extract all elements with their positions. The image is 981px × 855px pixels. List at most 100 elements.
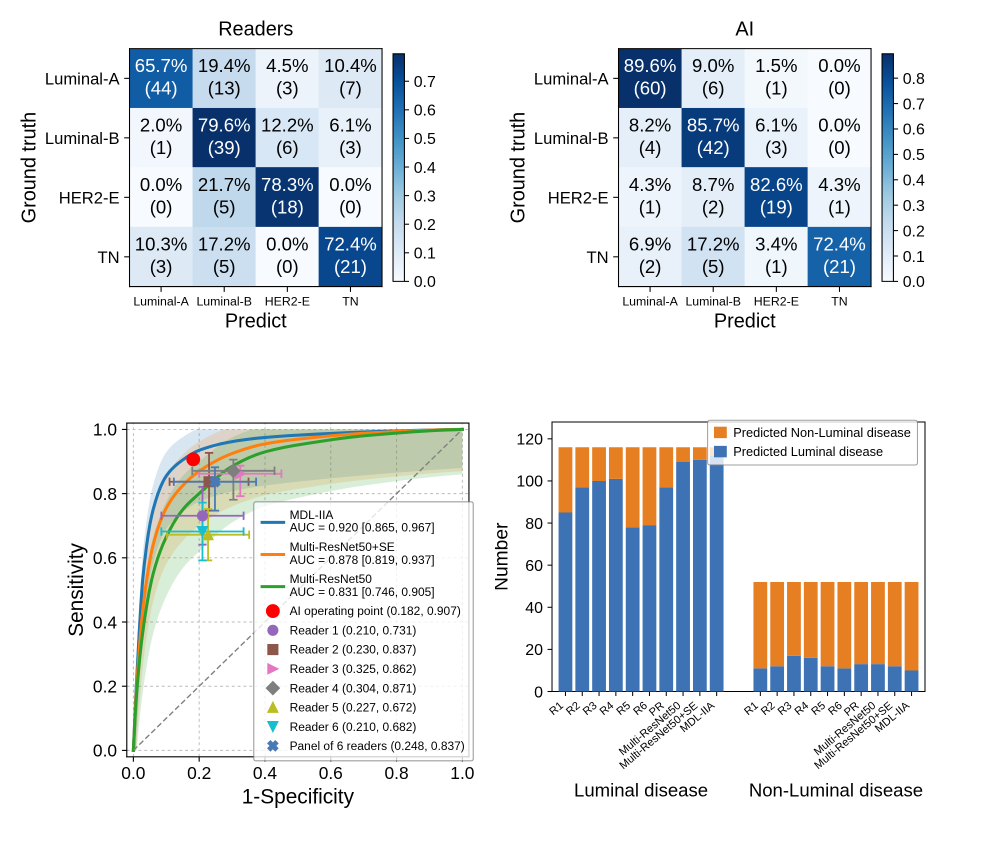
svg-text:(6): (6): [276, 137, 299, 158]
svg-text:(39): (39): [208, 137, 241, 158]
svg-text:0.0: 0.0: [903, 274, 925, 291]
svg-text:85.7%: 85.7%: [687, 114, 740, 135]
svg-text:(13): (13): [208, 78, 241, 99]
svg-text:0.3: 0.3: [414, 188, 436, 205]
svg-text:(0): (0): [150, 196, 173, 217]
svg-text:Predict: Predict: [225, 311, 287, 333]
svg-text:100: 100: [516, 474, 543, 491]
svg-text:2.0%: 2.0%: [140, 114, 182, 135]
svg-text:Predicted Non-Luminal disease: Predicted Non-Luminal disease: [733, 425, 911, 440]
svg-text:AUC = 0.920 [0.865, 0.967]: AUC = 0.920 [0.865, 0.967]: [290, 521, 435, 535]
svg-text:HER2-E: HER2-E: [59, 188, 120, 207]
svg-text:0.0: 0.0: [121, 763, 145, 783]
svg-text:0.2: 0.2: [903, 223, 925, 240]
svg-text:78.3%: 78.3%: [261, 174, 314, 195]
svg-text:79.6%: 79.6%: [198, 114, 251, 135]
svg-text:0.8: 0.8: [903, 71, 925, 88]
svg-text:(2): (2): [702, 196, 725, 217]
svg-text:Reader 4 (0.304, 0.871): Reader 4 (0.304, 0.871): [290, 681, 417, 695]
svg-text:0.2: 0.2: [414, 217, 436, 234]
svg-text:Readers: Readers: [218, 18, 293, 40]
svg-text:Reader 2 (0.230, 0.837): Reader 2 (0.230, 0.837): [290, 643, 417, 657]
svg-text:80: 80: [525, 516, 543, 533]
svg-text:0.0%: 0.0%: [329, 174, 371, 195]
svg-text:Luminal-A: Luminal-A: [45, 69, 121, 88]
svg-text:(21): (21): [823, 256, 856, 277]
svg-text:(1): (1): [828, 196, 851, 217]
svg-text:(6): (6): [702, 78, 725, 99]
svg-text:HER2-E: HER2-E: [265, 294, 310, 308]
svg-text:TN: TN: [342, 294, 358, 308]
svg-text:8.7%: 8.7%: [692, 174, 734, 195]
svg-text:0.2: 0.2: [187, 763, 211, 783]
svg-text:40: 40: [525, 600, 543, 617]
svg-text:6.1%: 6.1%: [755, 114, 797, 135]
svg-text:0.6: 0.6: [319, 763, 343, 783]
svg-text:0.6: 0.6: [903, 122, 925, 139]
svg-text:Predicted Luminal disease: Predicted Luminal disease: [733, 444, 883, 459]
svg-text:Number: Number: [495, 522, 512, 591]
svg-text:(44): (44): [145, 78, 178, 99]
svg-text:0.5: 0.5: [414, 131, 436, 148]
svg-text:1.0: 1.0: [93, 420, 117, 440]
svg-text:(7): (7): [339, 78, 362, 99]
svg-text:(4): (4): [639, 137, 662, 158]
svg-text:HER2-E: HER2-E: [754, 294, 799, 308]
svg-text:(42): (42): [697, 137, 730, 158]
svg-text:9.0%: 9.0%: [692, 55, 734, 76]
svg-text:(5): (5): [702, 256, 725, 277]
svg-text:8.2%: 8.2%: [629, 114, 671, 135]
svg-text:Reader 6 (0.210, 0.682): Reader 6 (0.210, 0.682): [290, 720, 417, 734]
svg-text:(1): (1): [765, 256, 788, 277]
svg-text:1.0: 1.0: [450, 763, 474, 783]
svg-text:0.4: 0.4: [903, 173, 925, 190]
svg-text:0.4: 0.4: [93, 612, 117, 632]
svg-text:1.5%: 1.5%: [755, 55, 797, 76]
svg-text:6.9%: 6.9%: [629, 233, 671, 254]
svg-text:0.7: 0.7: [903, 96, 925, 113]
svg-text:Predict: Predict: [714, 311, 776, 333]
svg-text:(21): (21): [334, 256, 367, 277]
svg-text:Reader 3 (0.325, 0.862): Reader 3 (0.325, 0.862): [290, 662, 417, 676]
svg-text:HER2-E: HER2-E: [548, 188, 609, 207]
svg-text:0.6: 0.6: [93, 548, 117, 568]
svg-text:21.7%: 21.7%: [198, 174, 251, 195]
svg-text:0.0%: 0.0%: [818, 55, 860, 76]
svg-text:6.1%: 6.1%: [329, 114, 371, 135]
svg-text:65.7%: 65.7%: [135, 55, 188, 76]
svg-text:0.0%: 0.0%: [266, 233, 308, 254]
svg-text:82.6%: 82.6%: [750, 174, 803, 195]
svg-text:Reader 5 (0.227, 0.672): Reader 5 (0.227, 0.672): [290, 701, 417, 715]
svg-text:Luminal-B: Luminal-B: [685, 294, 741, 308]
svg-text:(19): (19): [760, 196, 793, 217]
svg-text:0.4: 0.4: [253, 763, 277, 783]
svg-text:(0): (0): [828, 78, 851, 99]
svg-text:0: 0: [534, 684, 543, 701]
svg-text:Non-Luminal disease: Non-Luminal disease: [749, 780, 923, 801]
svg-text:AI operating point (0.182, 0.9: AI operating point (0.182, 0.907): [290, 604, 461, 618]
svg-text:89.6%: 89.6%: [624, 55, 677, 76]
svg-text:Luminal-B: Luminal-B: [534, 129, 609, 148]
svg-text:(3): (3): [765, 137, 788, 158]
svg-text:0.0: 0.0: [414, 274, 436, 291]
svg-text:Ground truth: Ground truth: [18, 112, 40, 224]
svg-text:4.5%: 4.5%: [266, 55, 308, 76]
svg-text:0.2: 0.2: [93, 676, 117, 696]
svg-text:(5): (5): [213, 196, 236, 217]
svg-text:3.4%: 3.4%: [755, 233, 797, 254]
svg-text:0.1: 0.1: [903, 249, 925, 266]
svg-text:Sensitivity: Sensitivity: [65, 542, 88, 636]
svg-text:(1): (1): [639, 196, 662, 217]
svg-text:(0): (0): [339, 196, 362, 217]
svg-text:AUC = 0.878 [0.819, 0.937]: AUC = 0.878 [0.819, 0.937]: [290, 553, 435, 567]
svg-text:0.5: 0.5: [903, 147, 925, 164]
svg-text:4.3%: 4.3%: [818, 174, 860, 195]
svg-text:60: 60: [525, 558, 543, 575]
svg-text:TN: TN: [97, 248, 119, 267]
svg-text:10.4%: 10.4%: [324, 55, 377, 76]
svg-text:TN: TN: [831, 294, 847, 308]
svg-text:(3): (3): [339, 137, 362, 158]
svg-text:(3): (3): [150, 256, 173, 277]
svg-text:(5): (5): [213, 256, 236, 277]
svg-text:0.0%: 0.0%: [818, 114, 860, 135]
